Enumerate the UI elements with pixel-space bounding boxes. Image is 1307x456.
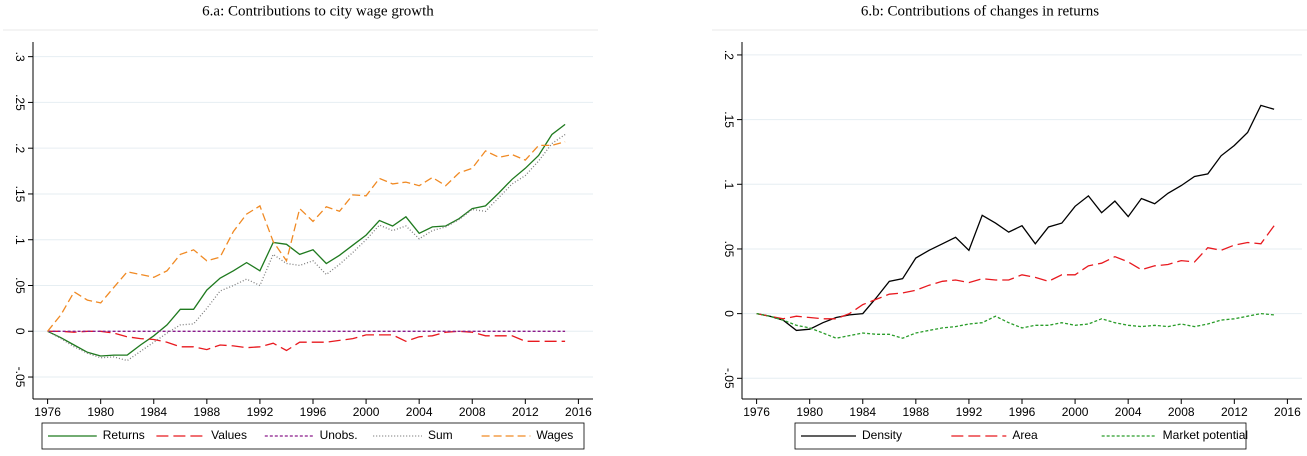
x-tick-label: 1980 — [87, 405, 114, 419]
chart-title: 6.a: Contributions to city wage growth — [202, 3, 434, 19]
series-line — [47, 141, 566, 332]
y-tick-label: .1 — [13, 235, 27, 245]
y-tick-label: .15 — [13, 186, 27, 203]
x-tick-label: 2012 — [1221, 405, 1248, 419]
legend-label: Area — [1012, 428, 1038, 442]
y-tick-label: .15 — [722, 111, 736, 128]
x-tick-label: 1984 — [849, 405, 876, 419]
x-tick-label: 2000 — [1062, 405, 1089, 419]
y-tick-label: .3 — [13, 52, 27, 62]
x-tick-label: 2016 — [565, 405, 592, 419]
y-tick-label: .25 — [13, 94, 27, 111]
legend-label: Wages — [536, 428, 573, 442]
series-line — [756, 104, 1275, 332]
x-tick-label: 1992 — [247, 405, 274, 419]
legend-label: Unobs. — [320, 428, 358, 442]
legend-label: Market potential — [1163, 428, 1248, 442]
y-tick-label: -.05 — [13, 367, 27, 388]
series-line — [756, 225, 1275, 320]
chart-title: 6.b: Contributions of changes in returns — [861, 3, 1099, 19]
x-tick-label: 1988 — [193, 405, 220, 419]
x-tick-label: 2000 — [353, 405, 380, 419]
series-line — [756, 312, 1275, 339]
x-tick-label: 2016 — [1274, 405, 1301, 419]
x-tick-label: 2004 — [406, 405, 433, 419]
legend-box — [794, 422, 1247, 450]
y-tick-label: .2 — [722, 50, 736, 60]
x-tick-label: 1996 — [1009, 405, 1036, 419]
x-tick-label: 1980 — [796, 405, 823, 419]
legend-label: Returns — [103, 428, 145, 442]
x-tick-label: 2004 — [1115, 405, 1142, 419]
x-tick-label: 1988 — [902, 405, 929, 419]
x-tick-label: 2012 — [512, 405, 539, 419]
x-tick-label: 1996 — [300, 405, 327, 419]
y-tick-label: .05 — [722, 241, 736, 258]
x-tick-label: 1992 — [956, 405, 983, 419]
y-tick-label: 0 — [13, 328, 27, 335]
series-line — [47, 133, 566, 362]
y-tick-label: -.05 — [722, 368, 736, 389]
legend-label: Density — [862, 428, 902, 442]
x-tick-label: 1976 — [34, 405, 61, 419]
series-line — [47, 123, 566, 357]
y-tick-label: .2 — [13, 143, 27, 153]
x-tick-label: 1984 — [140, 405, 167, 419]
x-tick-label: 2008 — [1168, 405, 1195, 419]
x-tick-label: 1976 — [743, 405, 770, 419]
legend-box — [41, 422, 585, 450]
legend-label: Sum — [428, 428, 453, 442]
legend-label: Values — [211, 428, 247, 442]
series-line — [47, 330, 566, 352]
y-tick-label: 0 — [722, 310, 736, 317]
y-tick-label: .1 — [722, 179, 736, 189]
y-tick-label: .05 — [13, 277, 27, 294]
x-tick-label: 2008 — [459, 405, 486, 419]
